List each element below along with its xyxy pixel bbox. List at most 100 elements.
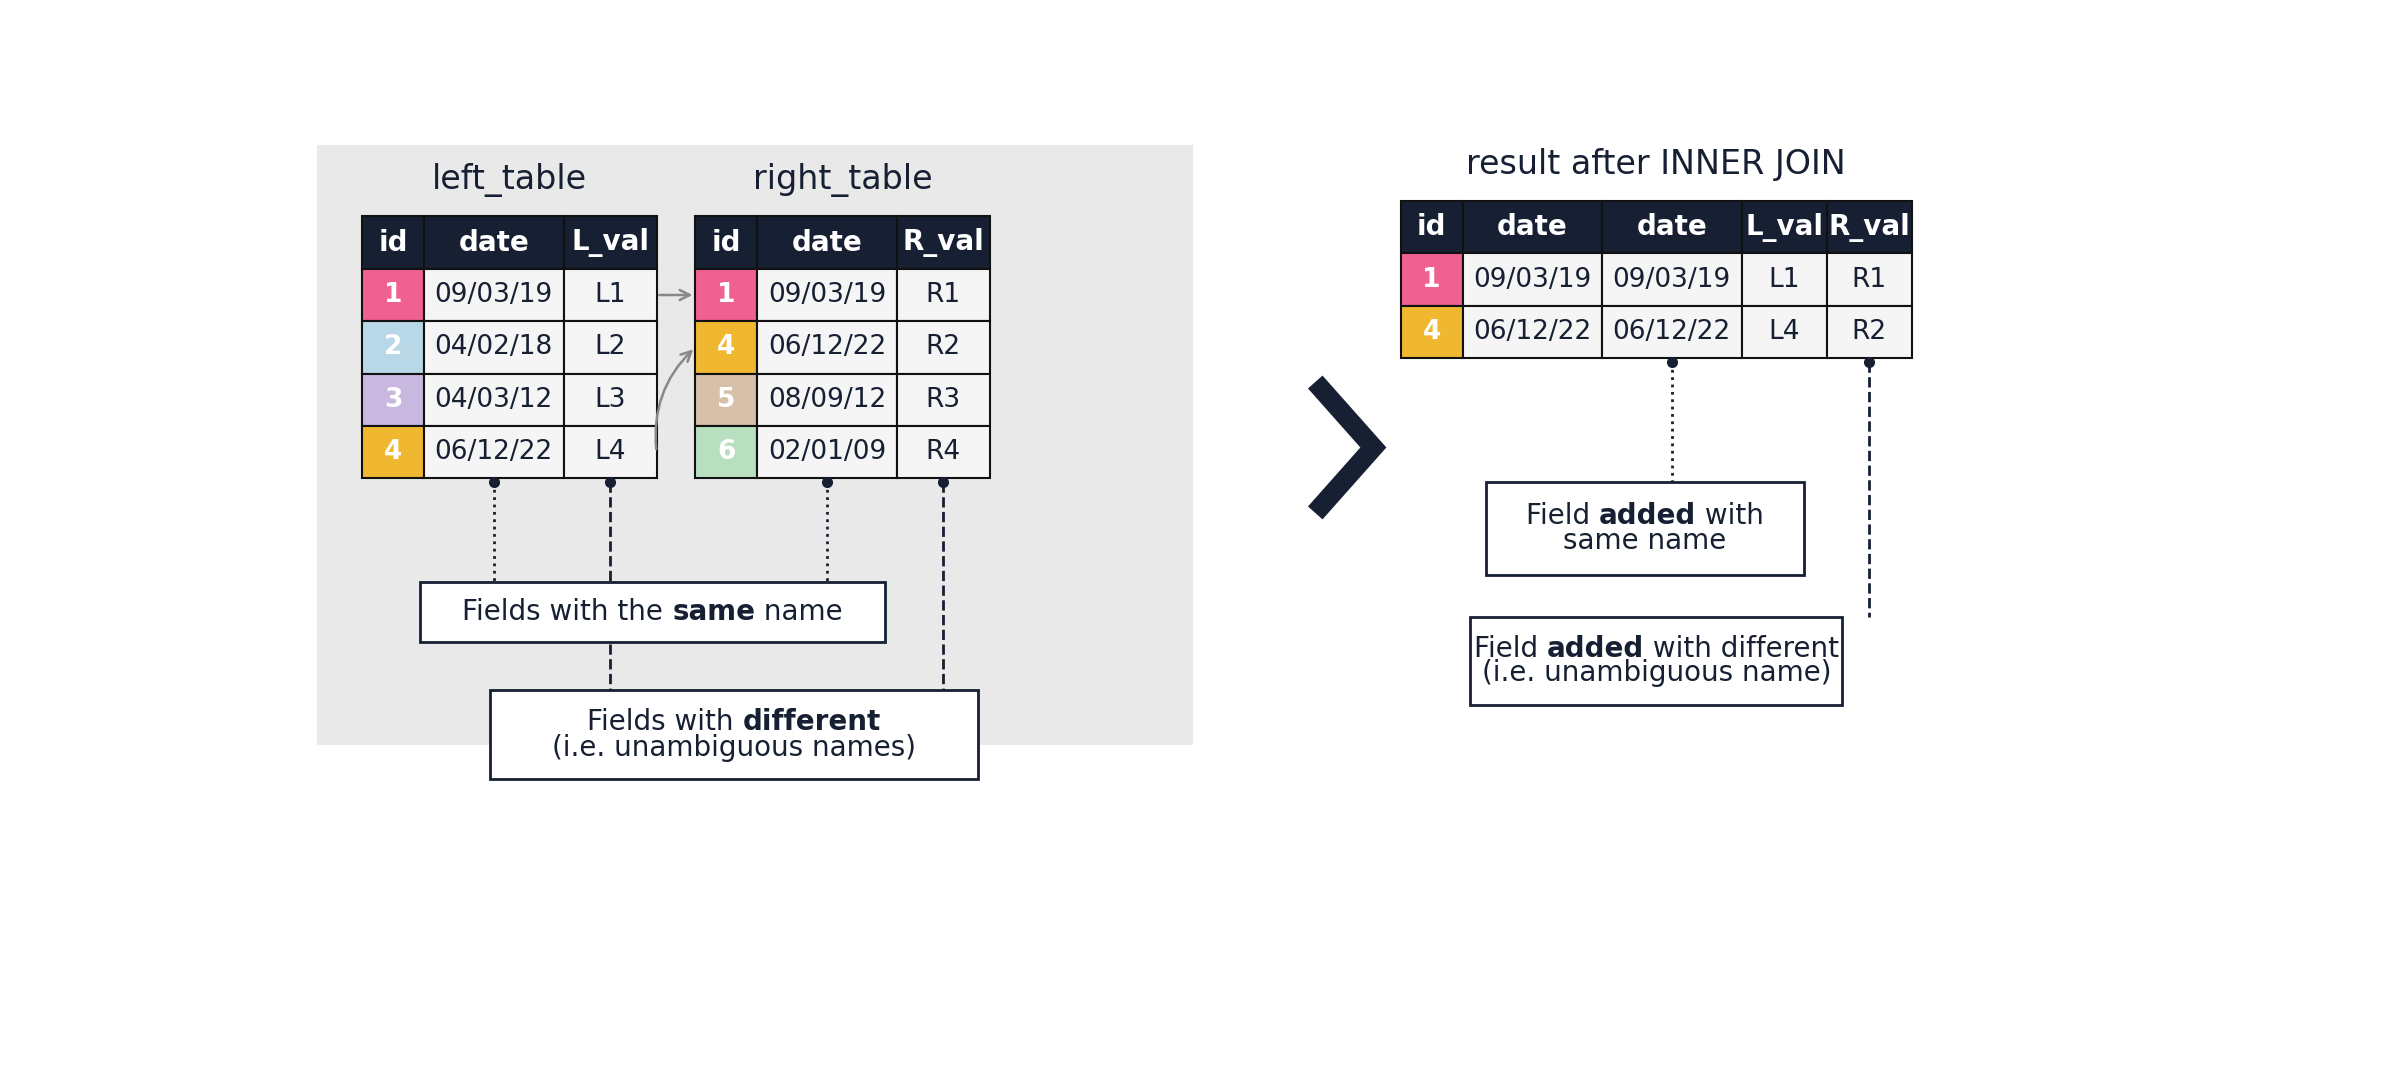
Text: 09/03/19: 09/03/19	[434, 282, 552, 308]
FancyBboxPatch shape	[1603, 201, 1742, 254]
FancyBboxPatch shape	[1471, 617, 1843, 706]
FancyBboxPatch shape	[1826, 306, 1913, 358]
Text: id: id	[1416, 213, 1447, 241]
Text: 08/09/12: 08/09/12	[768, 387, 886, 413]
FancyBboxPatch shape	[1826, 254, 1913, 306]
FancyBboxPatch shape	[1603, 254, 1742, 306]
FancyBboxPatch shape	[1402, 254, 1462, 306]
Text: R_val: R_val	[1829, 213, 1910, 242]
FancyBboxPatch shape	[564, 426, 658, 479]
FancyBboxPatch shape	[1826, 201, 1913, 254]
Text: 09/03/19: 09/03/19	[1613, 266, 1730, 292]
Text: 1: 1	[1423, 266, 1440, 292]
FancyBboxPatch shape	[564, 269, 658, 321]
Text: same: same	[672, 598, 756, 626]
Text: 06/12/22: 06/12/22	[1613, 319, 1730, 345]
Text: result after INNER JOIN: result after INNER JOIN	[1466, 148, 1846, 181]
Text: 06/12/22: 06/12/22	[768, 335, 886, 360]
Text: date: date	[792, 228, 862, 257]
Text: 3: 3	[384, 387, 403, 413]
FancyBboxPatch shape	[898, 373, 989, 426]
Text: 1: 1	[718, 282, 734, 308]
Text: 04/03/12: 04/03/12	[434, 387, 552, 413]
Text: R4: R4	[926, 439, 960, 465]
Text: R3: R3	[926, 387, 960, 413]
Text: L1: L1	[1769, 266, 1800, 292]
Text: R2: R2	[1853, 319, 1886, 345]
FancyBboxPatch shape	[362, 426, 425, 479]
FancyBboxPatch shape	[564, 373, 658, 426]
Text: with different: with different	[1644, 635, 1838, 663]
Text: id: id	[379, 228, 408, 257]
Text: 6: 6	[718, 439, 734, 465]
FancyBboxPatch shape	[362, 373, 425, 426]
Text: 04/02/18: 04/02/18	[434, 335, 552, 360]
FancyBboxPatch shape	[425, 373, 564, 426]
Text: L1: L1	[595, 282, 626, 308]
Text: L_val: L_val	[571, 228, 648, 257]
Text: date: date	[1498, 213, 1567, 241]
FancyBboxPatch shape	[1742, 201, 1826, 254]
Text: R1: R1	[926, 282, 960, 308]
FancyBboxPatch shape	[1462, 306, 1603, 358]
FancyBboxPatch shape	[1462, 254, 1603, 306]
FancyBboxPatch shape	[564, 216, 658, 269]
Text: R_val: R_val	[902, 228, 984, 257]
FancyBboxPatch shape	[1402, 201, 1462, 254]
Text: 09/03/19: 09/03/19	[768, 282, 886, 308]
Text: date: date	[458, 228, 528, 257]
FancyBboxPatch shape	[420, 582, 886, 643]
Text: left_table: left_table	[432, 163, 588, 197]
Text: with: with	[1697, 502, 1764, 530]
Text: 4: 4	[1423, 319, 1440, 345]
Text: same name: same name	[1562, 527, 1726, 554]
Text: Fields with: Fields with	[588, 708, 742, 736]
Text: L2: L2	[595, 335, 626, 360]
FancyBboxPatch shape	[696, 426, 758, 479]
FancyBboxPatch shape	[362, 216, 425, 269]
Text: L3: L3	[595, 387, 626, 413]
Text: 4: 4	[718, 335, 734, 360]
FancyBboxPatch shape	[425, 269, 564, 321]
Text: right_table: right_table	[754, 163, 931, 197]
Text: 06/12/22: 06/12/22	[434, 439, 552, 465]
FancyBboxPatch shape	[758, 321, 898, 373]
Text: 2: 2	[384, 335, 403, 360]
Text: (i.e. unambiguous name): (i.e. unambiguous name)	[1481, 660, 1831, 688]
FancyBboxPatch shape	[696, 269, 758, 321]
Text: L4: L4	[595, 439, 626, 465]
Text: Fields with the: Fields with the	[463, 598, 672, 626]
Text: R1: R1	[1853, 266, 1886, 292]
Text: id: id	[710, 228, 742, 257]
FancyBboxPatch shape	[1486, 482, 1802, 575]
FancyBboxPatch shape	[362, 269, 425, 321]
Text: R2: R2	[926, 335, 960, 360]
FancyBboxPatch shape	[696, 216, 758, 269]
FancyBboxPatch shape	[1402, 306, 1462, 358]
Text: 09/03/19: 09/03/19	[1474, 266, 1591, 292]
FancyBboxPatch shape	[758, 269, 898, 321]
Text: added: added	[1598, 502, 1697, 530]
FancyBboxPatch shape	[758, 426, 898, 479]
Text: L_val: L_val	[1745, 213, 1824, 242]
Text: 5: 5	[718, 387, 734, 413]
FancyBboxPatch shape	[425, 216, 564, 269]
Text: different: different	[742, 708, 881, 736]
Text: 1: 1	[384, 282, 403, 308]
FancyBboxPatch shape	[362, 321, 425, 373]
FancyBboxPatch shape	[758, 373, 898, 426]
Text: date: date	[1637, 213, 1706, 241]
Text: Field: Field	[1474, 635, 1546, 663]
Text: name: name	[756, 598, 842, 626]
FancyBboxPatch shape	[490, 690, 979, 778]
FancyBboxPatch shape	[1462, 201, 1603, 254]
Text: added: added	[1546, 635, 1644, 663]
FancyBboxPatch shape	[564, 321, 658, 373]
FancyBboxPatch shape	[1742, 254, 1826, 306]
Text: 4: 4	[384, 439, 403, 465]
FancyBboxPatch shape	[898, 269, 989, 321]
FancyBboxPatch shape	[898, 321, 989, 373]
FancyBboxPatch shape	[696, 373, 758, 426]
Text: (i.e. unambiguous names): (i.e. unambiguous names)	[552, 734, 917, 762]
FancyBboxPatch shape	[317, 145, 1193, 745]
